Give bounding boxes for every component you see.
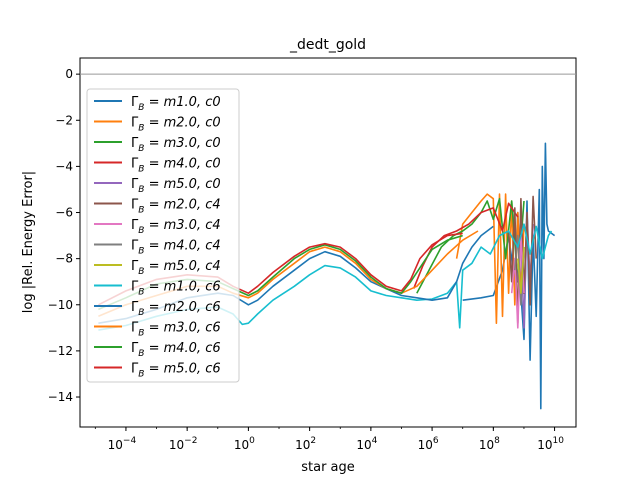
- x-tick-label: 106: [418, 436, 439, 452]
- series-line-3: [416, 197, 525, 294]
- legend: ΓB = m1.0, c0 ΓB = m2.0, c0 ΓB = m3.0, c0 Γ…: [86, 88, 240, 383]
- y-axis-label: log |Rel. Energy Error|: [21, 171, 36, 313]
- legend-label: ΓB = m3.0, c0: [131, 136, 221, 154]
- y-tick-label: 0: [65, 67, 73, 81]
- legend-label: ΓB = m5.0, c0: [131, 177, 221, 195]
- x-tick-label: 108: [479, 436, 500, 452]
- x-axis-label: star age: [301, 460, 355, 475]
- legend-label: ΓB = m5.0, c4: [131, 259, 221, 277]
- legend-label: ΓB = m2.0, c0: [131, 116, 221, 134]
- legend-label: ΓB = m3.0, c6: [131, 321, 221, 339]
- series-line-10: [98, 223, 553, 331]
- chart-title: _dedt_gold: [289, 37, 366, 53]
- legend-label: ΓB = m1.0, c6: [131, 280, 221, 298]
- plot-frame: [79, 57, 577, 428]
- y-tick-label: −12: [48, 344, 73, 358]
- x-tick-label: 104: [356, 436, 377, 452]
- y-tick-label: −10: [48, 298, 73, 312]
- legend-label: ΓB = m5.0, c6: [131, 362, 221, 380]
- legend-label: ΓB = m4.0, c4: [131, 239, 221, 257]
- x-tick-label: 1010: [537, 436, 564, 452]
- series-line-7: [510, 234, 525, 329]
- legend-label: ΓB = m2.0, c4: [131, 198, 221, 216]
- x-tick-label: 10−2: [169, 436, 198, 452]
- y-tick-label: −8: [55, 252, 73, 266]
- legend-label: ΓB = m1.0, c0: [131, 95, 221, 113]
- legend-label: ΓB = m2.0, c6: [131, 300, 221, 318]
- y-tick-label: −6: [55, 206, 73, 220]
- y-tick-label: −14: [48, 390, 73, 404]
- x-axis: 10−4 10−2 100 102 104 106 108 1010: [94, 427, 564, 452]
- legend-box: [86, 88, 240, 383]
- legend-label: ΓB = m4.0, c0: [131, 157, 221, 175]
- legend-label: ΓB = m4.0, c6: [131, 341, 221, 359]
- y-tick-label: −2: [55, 113, 73, 127]
- x-tick-label: 100: [234, 436, 255, 452]
- y-axis: 0 −2 −4 −6 −8 −10 −12 −14: [48, 67, 80, 404]
- x-tick-label: 10−4: [108, 436, 137, 452]
- legend-label: ΓB = m3.0, c4: [131, 218, 221, 236]
- y-tick-label: −4: [55, 159, 73, 173]
- series-line-9: [517, 247, 525, 294]
- x-tick-label: 102: [295, 436, 316, 452]
